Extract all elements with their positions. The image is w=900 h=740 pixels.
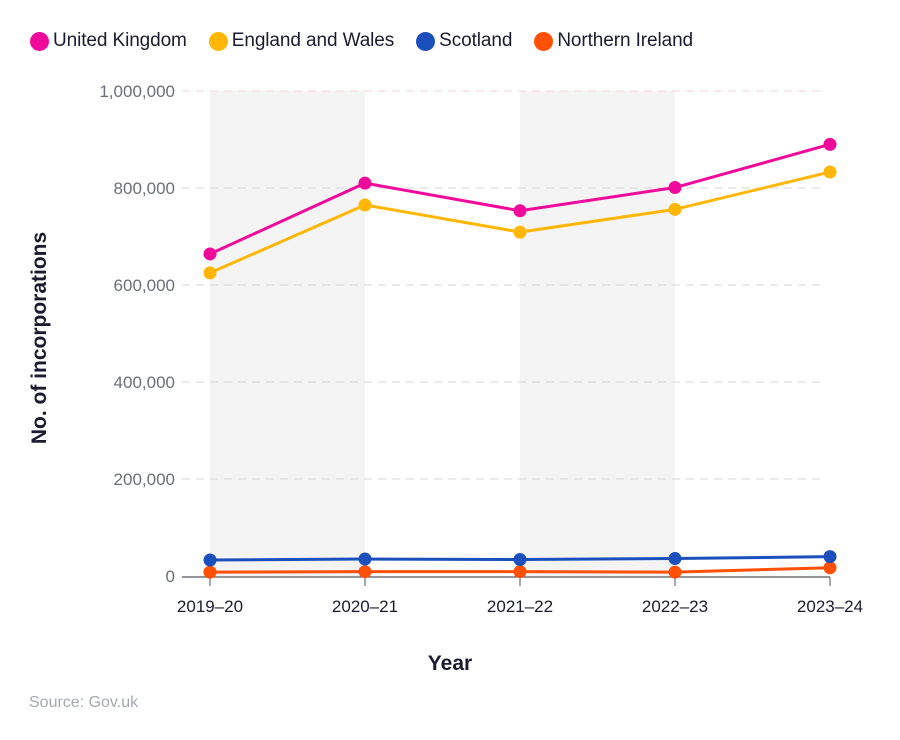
series-united-kingdom — [203, 137, 837, 261]
data-point — [203, 565, 217, 579]
data-point — [513, 204, 527, 218]
data-point — [823, 137, 837, 151]
data-point — [668, 181, 682, 195]
y-tick-label: 1,000,000 — [99, 82, 175, 101]
data-point — [513, 565, 527, 579]
series-group — [203, 137, 837, 579]
data-point — [823, 561, 837, 575]
data-point — [203, 553, 217, 567]
data-point — [203, 247, 217, 261]
series-scotland — [203, 550, 837, 567]
legend-item-northern-ireland[interactable]: Northern Ireland — [534, 30, 693, 52]
data-point — [823, 165, 837, 179]
x-axis: 2019–20 2020–21 2021–22 2022–23 2023–24 — [177, 576, 863, 616]
legend-label: Scotland — [439, 30, 513, 51]
legend-marker-icon — [208, 31, 228, 51]
shaded-bands — [210, 91, 675, 576]
legend-item-england-and-wales[interactable]: England and Wales — [208, 30, 395, 52]
data-point — [358, 565, 372, 579]
x-axis-title: Year — [428, 652, 472, 675]
data-point — [513, 225, 527, 239]
x-tick-label: 2020–21 — [332, 597, 398, 616]
source-note: Source: Gov.uk — [29, 694, 139, 711]
y-axis-ticks: 0 200,000 400,000 600,000 800,000 1,000,000 — [99, 82, 175, 586]
y-tick-label: 800,000 — [114, 179, 175, 198]
data-point — [358, 176, 372, 190]
legend: United Kingdom England and Wales Scotlan… — [30, 30, 715, 52]
data-point — [668, 202, 682, 216]
legend-item-united-kingdom[interactable]: United Kingdom — [30, 30, 187, 52]
data-point — [668, 552, 682, 566]
x-tick-label: 2019–20 — [177, 597, 243, 616]
legend-item-scotland[interactable]: Scotland — [416, 30, 512, 52]
legend-marker-icon — [30, 31, 49, 51]
gridlines — [182, 90, 824, 480]
x-tick-label: 2021–22 — [487, 597, 553, 616]
shaded-band — [210, 91, 365, 576]
legend-label: England and Wales — [231, 30, 395, 51]
data-point — [203, 266, 217, 280]
y-tick-label: 0 — [166, 567, 175, 586]
x-tick-label: 2022–23 — [642, 597, 708, 616]
shaded-band — [520, 91, 675, 576]
data-point — [358, 552, 372, 566]
y-tick-label: 600,000 — [114, 276, 175, 295]
data-point — [823, 550, 837, 564]
data-point — [513, 553, 527, 567]
legend-marker-icon — [416, 31, 436, 51]
legend-marker-icon — [534, 31, 554, 51]
y-tick-label: 400,000 — [114, 373, 175, 392]
y-tick-label: 200,000 — [114, 470, 175, 489]
legend-label: Northern Ireland — [557, 30, 694, 51]
legend-label: United Kingdom — [53, 30, 187, 51]
x-tick-label: 2023–24 — [797, 597, 863, 616]
series-england-and-wales — [203, 165, 837, 280]
series-northern-ireland — [203, 561, 837, 579]
data-point — [668, 565, 682, 579]
data-point — [358, 198, 372, 212]
y-axis-title: No. of incorporations — [28, 232, 51, 444]
